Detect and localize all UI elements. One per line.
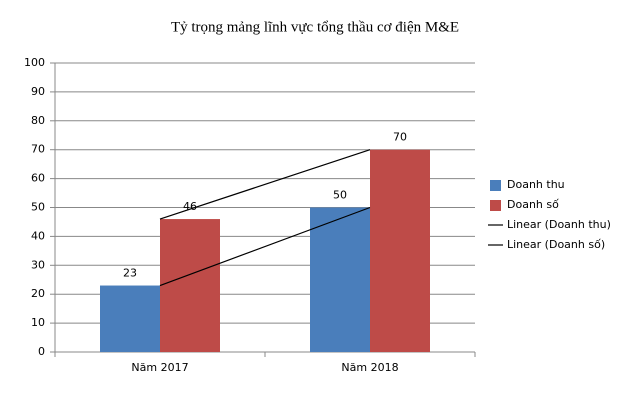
trendline [159, 206, 371, 287]
bar [100, 285, 160, 352]
legend-label: Doanh số [507, 198, 559, 211]
trendline [159, 149, 371, 220]
bar [310, 207, 370, 352]
y-tick-label: 10 [31, 316, 45, 329]
data-label: 23 [123, 267, 137, 280]
legend-swatch [490, 200, 501, 211]
y-tick-label: 70 [31, 143, 45, 156]
data-label: 50 [333, 189, 347, 202]
y-tick-label: 90 [31, 85, 45, 98]
y-tick-label: 80 [31, 114, 45, 127]
y-tick-label: 100 [24, 56, 45, 69]
legend-label: Linear (Doanh số) [507, 238, 605, 251]
y-tick-label: 30 [31, 258, 45, 271]
y-tick-label: 50 [31, 201, 45, 214]
x-tick-label: Năm 2017 [131, 361, 188, 374]
x-tick-label: Năm 2018 [341, 361, 398, 374]
y-tick-label: 40 [31, 229, 45, 242]
chart-title: Tỷ trọng mảng lĩnh vực tổng thầu cơ điện… [171, 19, 459, 35]
y-tick-label: 20 [31, 287, 45, 300]
y-tick-label: 0 [38, 345, 45, 358]
legend-label: Doanh thu [507, 178, 565, 191]
bar [370, 149, 430, 352]
legend-swatch [490, 180, 501, 191]
y-tick-label: 60 [31, 172, 45, 185]
bar [160, 219, 220, 352]
data-label: 70 [393, 131, 407, 144]
legend-label: Linear (Doanh thu) [507, 218, 611, 231]
